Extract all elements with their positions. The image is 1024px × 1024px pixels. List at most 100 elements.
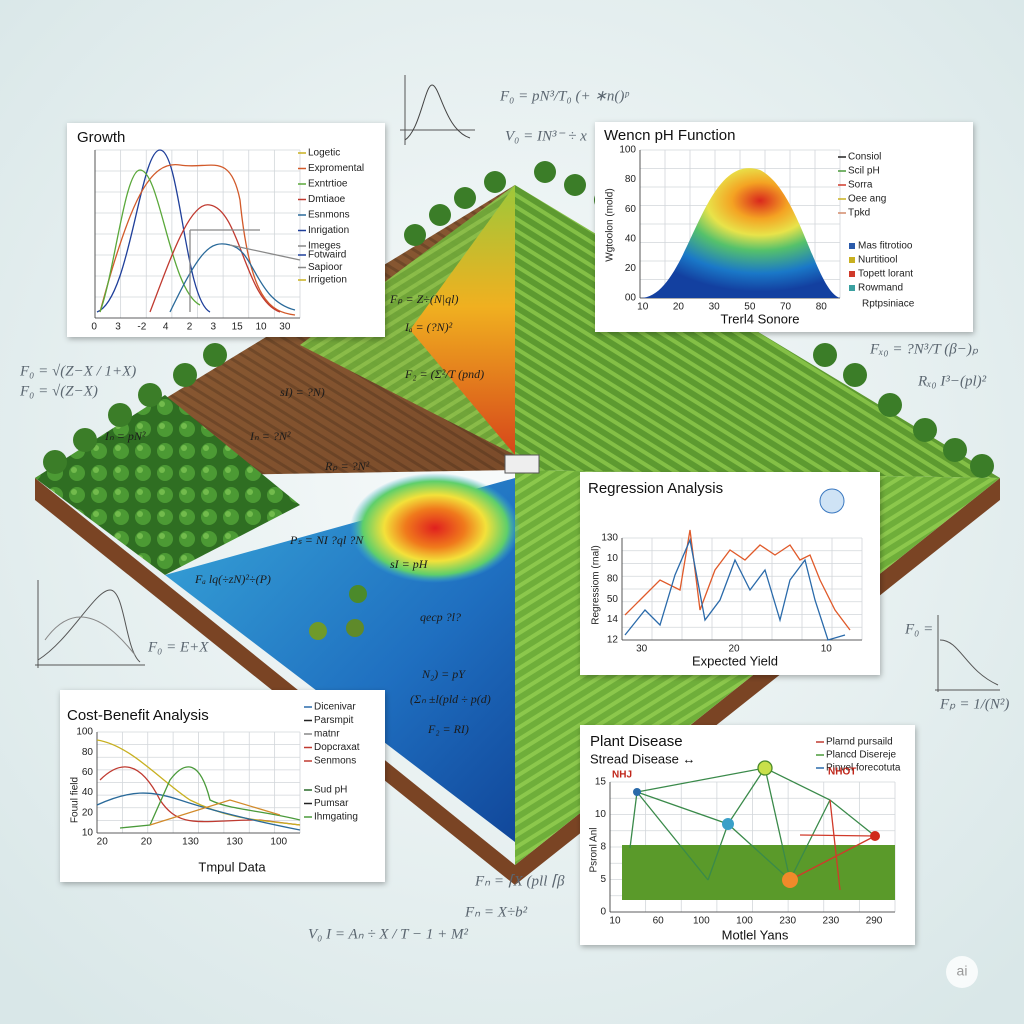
x-tick-label: 3 (115, 322, 121, 333)
legend-label: Oee ang (848, 194, 886, 205)
legend-swatch (849, 257, 855, 263)
legend-label: Sud pH (314, 785, 347, 796)
field-formula: F₂ = (Σ²/T (pnd) (404, 367, 484, 381)
legend-label: Inrigation (308, 225, 349, 236)
x-tick-label: 20 (673, 302, 685, 313)
x-tick-label: 230 (779, 916, 796, 927)
annotation: NHJ (612, 770, 632, 781)
tree-field (35, 395, 300, 575)
panel-title: Cost-Benefit Analysis (67, 707, 209, 724)
field-formula: Iₙ = ?N² (249, 429, 291, 443)
y-tick-label: 5 (600, 874, 606, 885)
legend-label: Pinvel forecotuta (826, 763, 901, 774)
x-tick-label: 100 (270, 837, 287, 848)
bush (346, 619, 364, 637)
formula: Fₙ = X÷b² (464, 904, 528, 920)
legend-label: Sapioor (308, 262, 343, 273)
y-axis-label: Psronl Anl (589, 827, 600, 872)
legend-label: Logetic (308, 148, 340, 159)
field-formula: Rₚ = ?N² (324, 459, 370, 473)
legend-swatch (849, 243, 855, 249)
legend-label: matnr (314, 729, 340, 740)
legend-label: Dmtiaoe (308, 194, 346, 205)
x-tick-label: 30 (709, 302, 721, 313)
x-tick-label: 70 (780, 302, 792, 313)
x-axis-label: Expected Yield (692, 653, 778, 668)
formula: F₀ = pN³/T₀ (+ ∗n()ᵖ (499, 88, 629, 104)
legend-label: Esnmons (308, 210, 350, 221)
small-plot (35, 75, 1000, 692)
legend-label: Fotwaird (308, 250, 346, 261)
legend-label: Dicenivar (314, 702, 356, 713)
x-tick-label: 130 (226, 837, 243, 848)
legend-label: Expromental (308, 163, 364, 174)
y-tick-label: 80 (625, 174, 637, 185)
x-axis-label: Motlel Yans (722, 927, 789, 942)
x-tick-label: 20 (97, 837, 109, 848)
panel (60, 690, 385, 882)
legend-label: Plancd Disereje (826, 750, 896, 761)
x-tick-label: -2 (137, 322, 146, 333)
y-tick-label: 8 (600, 842, 606, 853)
bush (309, 622, 327, 640)
legend-label: Topett lorant (858, 269, 913, 280)
formula: V₀ I = Aₙ ÷ X / T − 1 + M² (308, 926, 468, 942)
legend-label: Plarnd pursaild (826, 737, 893, 748)
heatmap (350, 473, 520, 583)
y-tick-label: 10 (595, 809, 607, 820)
x-tick-label: 290 (866, 916, 883, 927)
y-tick-label: 12 (607, 635, 619, 646)
x-tick-label: 100 (693, 916, 710, 927)
field-formula: Fₐ lq(÷zN)²÷(P) (194, 572, 271, 586)
y-tick-label: 100 (76, 727, 93, 738)
x-tick-label: 80 (816, 302, 828, 313)
formula: Rₓ₀ I³−(pl)² (917, 373, 987, 389)
y-tick-label: 10 (607, 553, 619, 564)
legend-label: Irrigetion (308, 275, 347, 286)
x-tick-label: 2 (187, 322, 193, 333)
panel-title: Regression Analysis (588, 480, 723, 497)
field-formula: Iₙ = pN² (104, 429, 146, 443)
x-tick-label: 3 (211, 322, 217, 333)
x-tick-label: 10 (255, 322, 267, 333)
legend-label: Tpkd (848, 208, 870, 219)
x-tick-label: 30 (636, 644, 648, 655)
y-tick-label: 0 (600, 907, 606, 918)
x-tick-label: 0 (91, 322, 97, 333)
x-tick-label: 4 (163, 322, 169, 333)
formula: F₀ = √(Z−X) (19, 383, 98, 399)
y-tick-label: 10 (82, 828, 94, 839)
legend-label: Exntrtioe (308, 179, 348, 190)
cloud-icon (819, 488, 845, 514)
legend-label: Imeges (308, 241, 341, 252)
bush (349, 585, 367, 603)
field-formula: F₂ = RI) (427, 722, 469, 736)
legend-label: Parsmpit (314, 715, 354, 726)
panel-title: Plant Disease (590, 733, 683, 750)
panel-title: Wencn pH Function (604, 127, 735, 144)
y-tick-label: 50 (607, 594, 619, 605)
y-tick-label: 100 (619, 145, 636, 156)
formula: Fₙ = ⌈X (pll ⌈β (474, 873, 565, 889)
badge-label: ai (957, 963, 968, 979)
field-formula: Pₛ = NI ?ql ?N (289, 533, 364, 547)
y-tick-label: 130 (601, 533, 618, 544)
field-formula: Fₚ = Z÷(N|ql) (389, 292, 458, 306)
x-tick-label: 10 (821, 644, 833, 655)
legend-label: Nurtitiool (858, 255, 897, 266)
curves (96, 149, 895, 900)
texts: Growth 0 3 -2 4 2 3 15 10 30 Logetic Expromental Exn… (19, 88, 1009, 978)
field-formula: N₂) = pY (421, 667, 466, 681)
legend-label: Senmons (314, 756, 356, 767)
x-tick-label: 50 (744, 302, 756, 313)
y-axis-label: Fouul field (70, 777, 81, 823)
y-tick-label: 14 (607, 614, 619, 625)
note: Rptpsiniace (862, 299, 915, 310)
legend-swatch (849, 271, 855, 277)
field-formula: Iₐ = (?N)² (404, 320, 453, 334)
x-tick-label: 60 (653, 916, 665, 927)
y-tick-label: 60 (625, 204, 637, 215)
field-formula: sI = pH (390, 557, 429, 571)
badge (946, 956, 978, 988)
